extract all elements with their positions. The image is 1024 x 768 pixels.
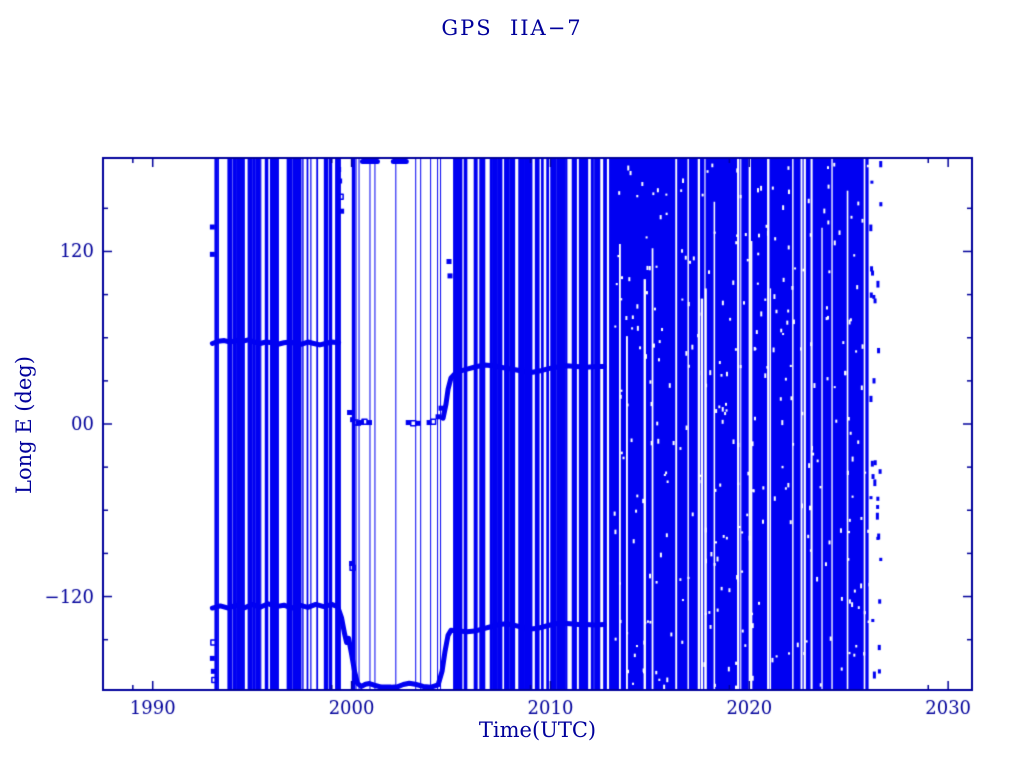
- y-axis-title: Long E (deg): [12, 356, 36, 494]
- chart-title: GPS IIA−7: [441, 16, 583, 40]
- x-axis-title: Time(UTC): [478, 718, 597, 742]
